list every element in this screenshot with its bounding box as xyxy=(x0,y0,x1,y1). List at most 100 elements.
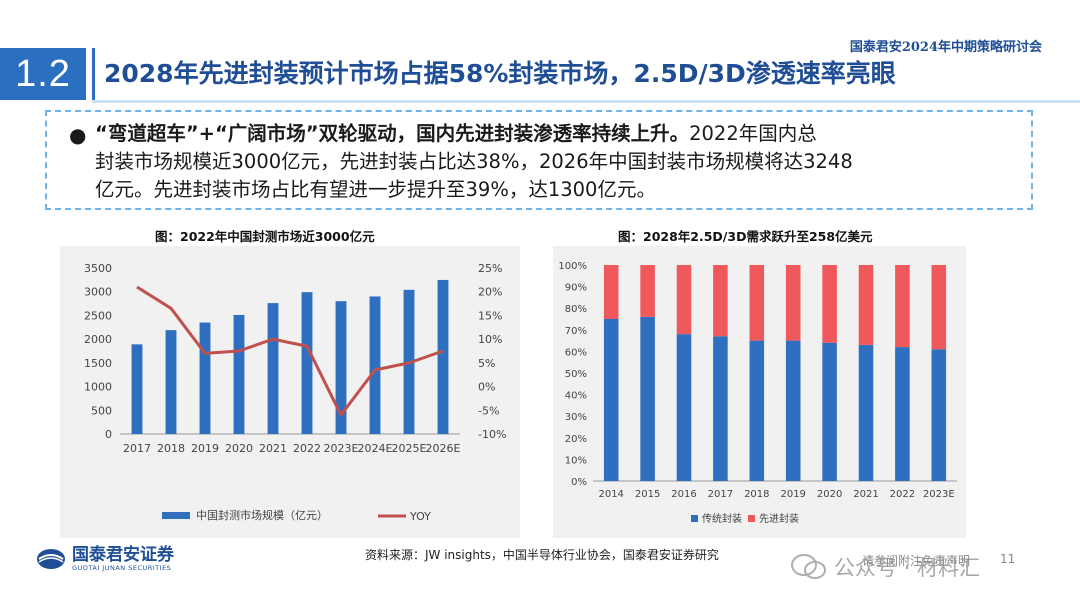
chart2-bar-advanced xyxy=(640,265,655,317)
chart1-legend-bar-label: 中国封测市场规模（亿元） xyxy=(196,508,328,522)
chart1-bar xyxy=(267,303,279,434)
chart2-bar-traditional xyxy=(931,349,947,481)
chart1-x-tick: 2017 xyxy=(123,442,151,455)
chart1-x-tick: 2023E xyxy=(324,442,359,455)
chart1-bar xyxy=(301,292,313,434)
key-point-line2: 封装市场规模近3000亿元，先进封装占比达38%，2026年中国封装市场规模将达… xyxy=(95,150,853,173)
chart1-x-tick: 2018 xyxy=(157,442,185,455)
chart2-bar-advanced xyxy=(895,265,910,348)
chart1-y-left-tick: 1500 xyxy=(84,357,112,370)
chart1-y-right-tick: 20% xyxy=(478,286,502,299)
chart2-bar-advanced xyxy=(858,265,874,345)
chart2-y-tick: 70% xyxy=(565,326,587,337)
chart1-bar xyxy=(335,301,347,434)
watermark: 公众号 · 材料汇 xyxy=(790,552,980,582)
title-divider xyxy=(92,48,95,100)
chart2-bar-advanced xyxy=(713,265,728,337)
chart1-bar xyxy=(437,279,449,434)
chart2-y-tick: 60% xyxy=(565,347,587,358)
chart1-y-right-tick: 10% xyxy=(478,333,502,346)
logo-en: GUOTAI JUNAN SECURITIES xyxy=(72,564,172,572)
chart2-x-tick: 2022 xyxy=(890,489,915,500)
chart2-bar-advanced xyxy=(603,265,619,319)
chart1-y-left-tick: 2000 xyxy=(84,333,112,346)
chart2-y-tick: 40% xyxy=(565,391,587,402)
key-point-box: ● “弯道超车”+“广阔市场”双轮驱动，国内先进封装渗透率持续上升。2022年国… xyxy=(45,110,1033,210)
watermark-text: 公众号 · 材料汇 xyxy=(834,556,981,580)
chart2-y-tick: 90% xyxy=(565,283,587,294)
chart2-x-tick: 2020 xyxy=(817,489,842,500)
chart2-bar-traditional xyxy=(640,316,655,481)
chart1-svg: 0 500 1000 1500 2000 2500 3000 3500 -10% -5% 0% 5% 1… xyxy=(84,262,506,523)
chart1-x-tick: 2024E xyxy=(358,442,393,455)
chart1-bar xyxy=(233,314,245,434)
chart2-bar-traditional xyxy=(785,340,801,481)
chart1-y-left-tick: 3500 xyxy=(84,262,112,275)
chart2-y-tick: 10% xyxy=(565,455,587,466)
chart1-legend-bar-swatch xyxy=(162,512,190,519)
chart1-y-left-tick: 500 xyxy=(91,404,112,417)
chart1-bar xyxy=(369,296,381,434)
chart1-y-right-tick: -10% xyxy=(478,428,506,441)
chart1-panel: 0 500 1000 1500 2000 2500 3000 3500 -10% -5% 0% 5% 1… xyxy=(60,246,520,538)
chart1-yoy-line xyxy=(136,285,444,417)
disclaimer[interactable]: 请参阅附注免责声明 xyxy=(862,554,971,568)
chart2-x-tick: 2018 xyxy=(744,489,769,500)
chart2-x-tick: 2023E xyxy=(923,489,955,500)
chart2-y-tick: 100% xyxy=(558,261,587,272)
chart1-y-right-tick: 15% xyxy=(478,309,502,322)
chart2-bar-traditional xyxy=(895,347,910,481)
chart2-bar-traditional xyxy=(676,334,692,481)
chart2-bar-traditional xyxy=(822,342,837,481)
key-point-text: “弯道超车”+“广阔市场”双轮驱动，国内先进封装渗透率持续上升。2022年国内总… xyxy=(95,120,1017,204)
chart1-y-right-tick: 25% xyxy=(478,262,502,275)
chart1-y-right-tick: 5% xyxy=(478,357,495,370)
chart2-bar-advanced xyxy=(822,265,837,343)
chart2-bar-advanced xyxy=(676,265,692,335)
chart1-bar xyxy=(199,322,211,434)
chart2-bar-advanced xyxy=(931,265,947,350)
chart1-legend-line-label: YOY xyxy=(409,510,431,523)
chart2-x-tick: 2015 xyxy=(635,489,660,500)
chart2-x-tick: 2017 xyxy=(708,489,733,500)
key-point-bold: “弯道超车”+“广阔市场”双轮驱动，国内先进封装渗透率持续上升。 xyxy=(95,122,690,145)
chart1-y-left-tick: 0 xyxy=(105,428,112,441)
chart2-legend-advanced-label: 先进封装 xyxy=(759,512,799,525)
chart2-bar-traditional xyxy=(749,340,765,481)
chart1-x-tick: 2021 xyxy=(259,442,287,455)
chart2-bar-traditional xyxy=(713,336,728,481)
chart2-y-tick: 0% xyxy=(571,477,587,488)
conference-name: 国泰君安2024年中期策略研讨会 xyxy=(849,40,1042,55)
chart1-y-left-tick: 1000 xyxy=(84,381,112,394)
chart1-bar xyxy=(131,344,143,434)
chart2-bar-advanced xyxy=(749,265,765,341)
logo-mark-icon xyxy=(36,548,66,570)
section-number-badge: 1.2 xyxy=(0,48,86,100)
chart1-x-tick: 2025E xyxy=(392,442,427,455)
chart1-bar xyxy=(165,330,177,434)
chart2-y-tick: 50% xyxy=(565,369,587,380)
chart2-svg: 0% 10% 20% 30% 40% 50% 60% 70% 80% 90% 100% 2014 201… xyxy=(558,261,957,525)
chart1-y-left-tick: 2500 xyxy=(84,309,112,322)
chart1-x-tick: 2019 xyxy=(191,442,219,455)
wechat-icon xyxy=(791,554,826,579)
chart1-x-tick: 2022 xyxy=(293,442,321,455)
data-source: 资料来源：JW insights，中国半导体行业协会，国泰君安证券研究 xyxy=(365,548,719,562)
logo-cn: 国泰君安证券 xyxy=(72,545,174,565)
chart2-bar-advanced xyxy=(785,265,801,341)
key-point-line1: 2022年国内总 xyxy=(689,122,817,145)
chart2-bar-traditional xyxy=(603,319,619,481)
chart2-x-tick: 2019 xyxy=(780,489,805,500)
chart2-y-tick: 30% xyxy=(565,412,587,423)
key-point-line3: 亿元。先进封装市场占比有望进一步提升至39%，达1300亿元。 xyxy=(95,178,656,201)
chart2-y-tick: 80% xyxy=(565,304,587,315)
title-underline xyxy=(92,100,1080,103)
page-title: 2028年先进封装预计市场占据58%封装市场，2.5D/3D渗透速率亮眼 xyxy=(104,59,896,88)
chart1-x-tick: 2020 xyxy=(225,442,253,455)
chart2-title: 图：2028年2.5D/3D需求跃升至258亿美元 xyxy=(618,229,873,244)
chart1-x-tick: 2026E xyxy=(426,442,461,455)
company-logo: 国泰君安证券 GUOTAI JUNAN SECURITIES xyxy=(36,546,174,572)
chart2-panel: 0% 10% 20% 30% 40% 50% 60% 70% 80% 90% 100% 2014 201… xyxy=(553,246,966,538)
chart2-bar-traditional xyxy=(858,344,874,481)
page-number: 11 xyxy=(1000,552,1016,566)
